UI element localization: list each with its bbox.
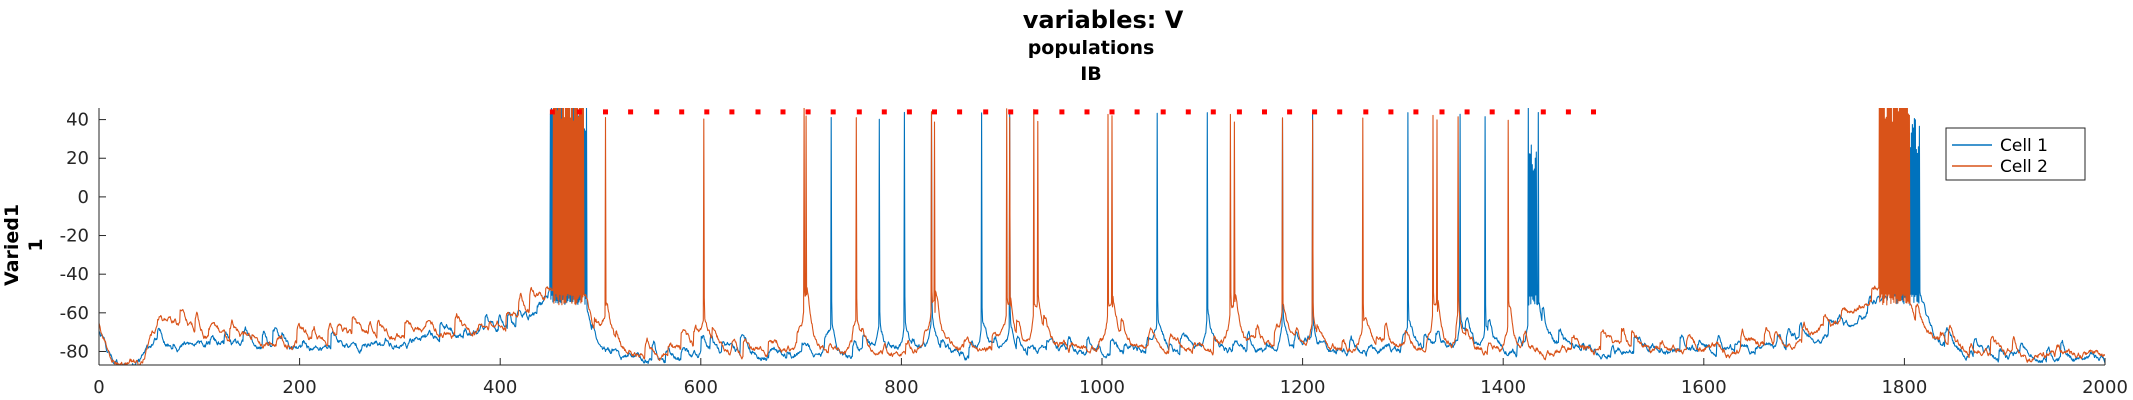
event-marker (704, 109, 710, 115)
chart-subtitle-ib: IB (1080, 63, 1102, 85)
y-tick-label: -60 (60, 303, 89, 324)
legend: Cell 1 Cell 2 (1945, 127, 2086, 181)
event-marker (1337, 109, 1343, 115)
event-marker (1262, 109, 1267, 115)
event-marker (1185, 109, 1191, 115)
event-marker (983, 109, 989, 115)
y-tick-label: 0 (78, 187, 89, 208)
y-tick-label: -80 (60, 341, 89, 362)
event-marker (957, 109, 963, 115)
y-tick-label: -20 (60, 226, 89, 247)
event-marker (1210, 109, 1216, 115)
event-marker (1134, 109, 1140, 115)
y-axis-label-line1: Varied1 (1, 204, 23, 286)
event-marker (932, 109, 937, 115)
x-tick-label: 1000 (1079, 377, 1125, 398)
x-tick-label: 800 (884, 377, 918, 398)
event-marker (1160, 109, 1166, 115)
event-marker (755, 109, 761, 115)
event-marker (1413, 109, 1419, 115)
legend-box (1945, 127, 2086, 181)
x-tick-label: 1400 (1480, 377, 1526, 398)
event-marker (1464, 109, 1470, 115)
x-tick-label: 400 (483, 377, 517, 398)
event-marker (729, 109, 735, 115)
event-marker (1514, 109, 1520, 115)
event-marker (1033, 109, 1039, 115)
event-marker (1008, 109, 1014, 115)
event-marker (549, 109, 555, 115)
event-marker (1059, 109, 1065, 115)
event-marker (906, 109, 912, 115)
event-marker (881, 109, 887, 115)
y-tick-label: -40 (60, 264, 89, 285)
event-marker (1565, 109, 1571, 115)
event-marker (1363, 109, 1369, 115)
event-marker (1439, 109, 1445, 115)
x-tick-label: 1800 (1881, 377, 1927, 398)
series-line-cell-2 (99, 108, 2105, 365)
event-marker (1591, 109, 1596, 115)
chart-subtitle-populations: populations (1028, 37, 1155, 59)
x-tick-label: 200 (282, 377, 316, 398)
event-marker (805, 109, 811, 115)
event-marker (780, 109, 786, 115)
legend-label-cell-2: Cell 2 (2000, 157, 2048, 177)
event-marker (1236, 109, 1242, 115)
event-marker (1109, 109, 1115, 115)
x-tick-label: 1200 (1280, 377, 1326, 398)
event-marker (679, 109, 685, 115)
x-tick-label: 600 (684, 377, 718, 398)
event-marker (1489, 109, 1495, 115)
event-marker (654, 109, 660, 115)
x-tick-label: 1600 (1681, 377, 1727, 398)
x-tick-label: 0 (93, 377, 104, 398)
event-marker (856, 109, 862, 115)
y-axis-label-line2: 1 (25, 238, 47, 251)
legend-label-cell-1: Cell 1 (2000, 136, 2048, 156)
x-tick-label: 2000 (2082, 377, 2128, 398)
event-marker (1084, 109, 1090, 115)
event-marker (603, 109, 608, 115)
y-tick-label: 40 (66, 110, 89, 131)
event-marker (1388, 109, 1394, 115)
event-marker (1540, 109, 1546, 115)
y-tick-label: 20 (66, 148, 89, 169)
event-marker (1312, 109, 1318, 115)
event-marker (1287, 109, 1293, 115)
event-marker (628, 109, 634, 115)
series-line-cell-1 (99, 108, 2105, 365)
event-marker (830, 109, 836, 115)
chart-title: variables: V (1023, 6, 1184, 34)
event-marker (576, 109, 582, 115)
